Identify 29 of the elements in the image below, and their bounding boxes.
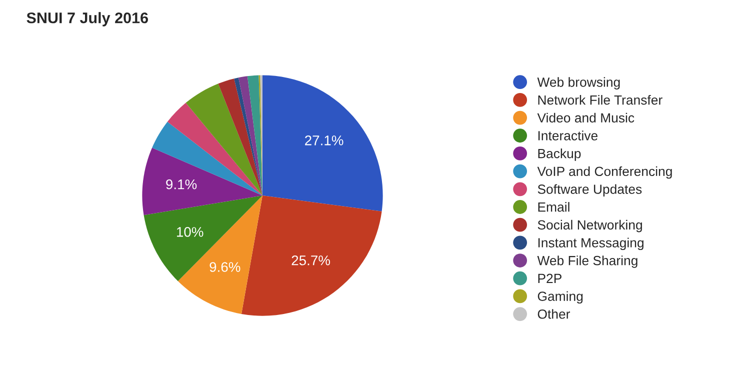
legend-label: Backup — [538, 148, 581, 161]
legend-label: Social Networking — [538, 220, 642, 232]
legend-label: Email — [538, 202, 570, 212]
pie-slice — [144, 196, 262, 282]
legend-label: VoIP and Conferencing — [537, 166, 672, 179]
pie-slice — [142, 148, 262, 216]
chart-title: SNUI 7 July 2016 — [26, 12, 148, 26]
pie-slice — [247, 75, 262, 196]
legend-label: Software Updates — [538, 184, 642, 197]
pie-slice — [152, 122, 262, 196]
pie-slice — [167, 102, 262, 196]
pie-slice — [178, 196, 262, 314]
legend-label: Video and Music — [537, 112, 634, 123]
data-label: 9.6% — [210, 262, 240, 272]
pie-slice — [218, 78, 262, 196]
legend-label: P2P — [538, 274, 562, 283]
legend-label: Web File Sharing — [537, 256, 638, 268]
legend-label: Network File Transfer — [538, 95, 662, 105]
pie-slice — [262, 75, 383, 212]
legend-label: Other — [538, 309, 570, 319]
data-label: 27.1% — [305, 136, 344, 146]
legend-label: Instant Messaging — [538, 238, 644, 250]
legend-label: Gaming — [538, 291, 583, 304]
pie-slice — [241, 196, 382, 316]
legend-label: Web browsing — [537, 77, 620, 90]
data-label: 9.1% — [166, 179, 197, 190]
legend-label: Interactive — [538, 130, 598, 140]
data-label: 10% — [176, 227, 204, 237]
data-label: 25.7% — [292, 255, 330, 266]
